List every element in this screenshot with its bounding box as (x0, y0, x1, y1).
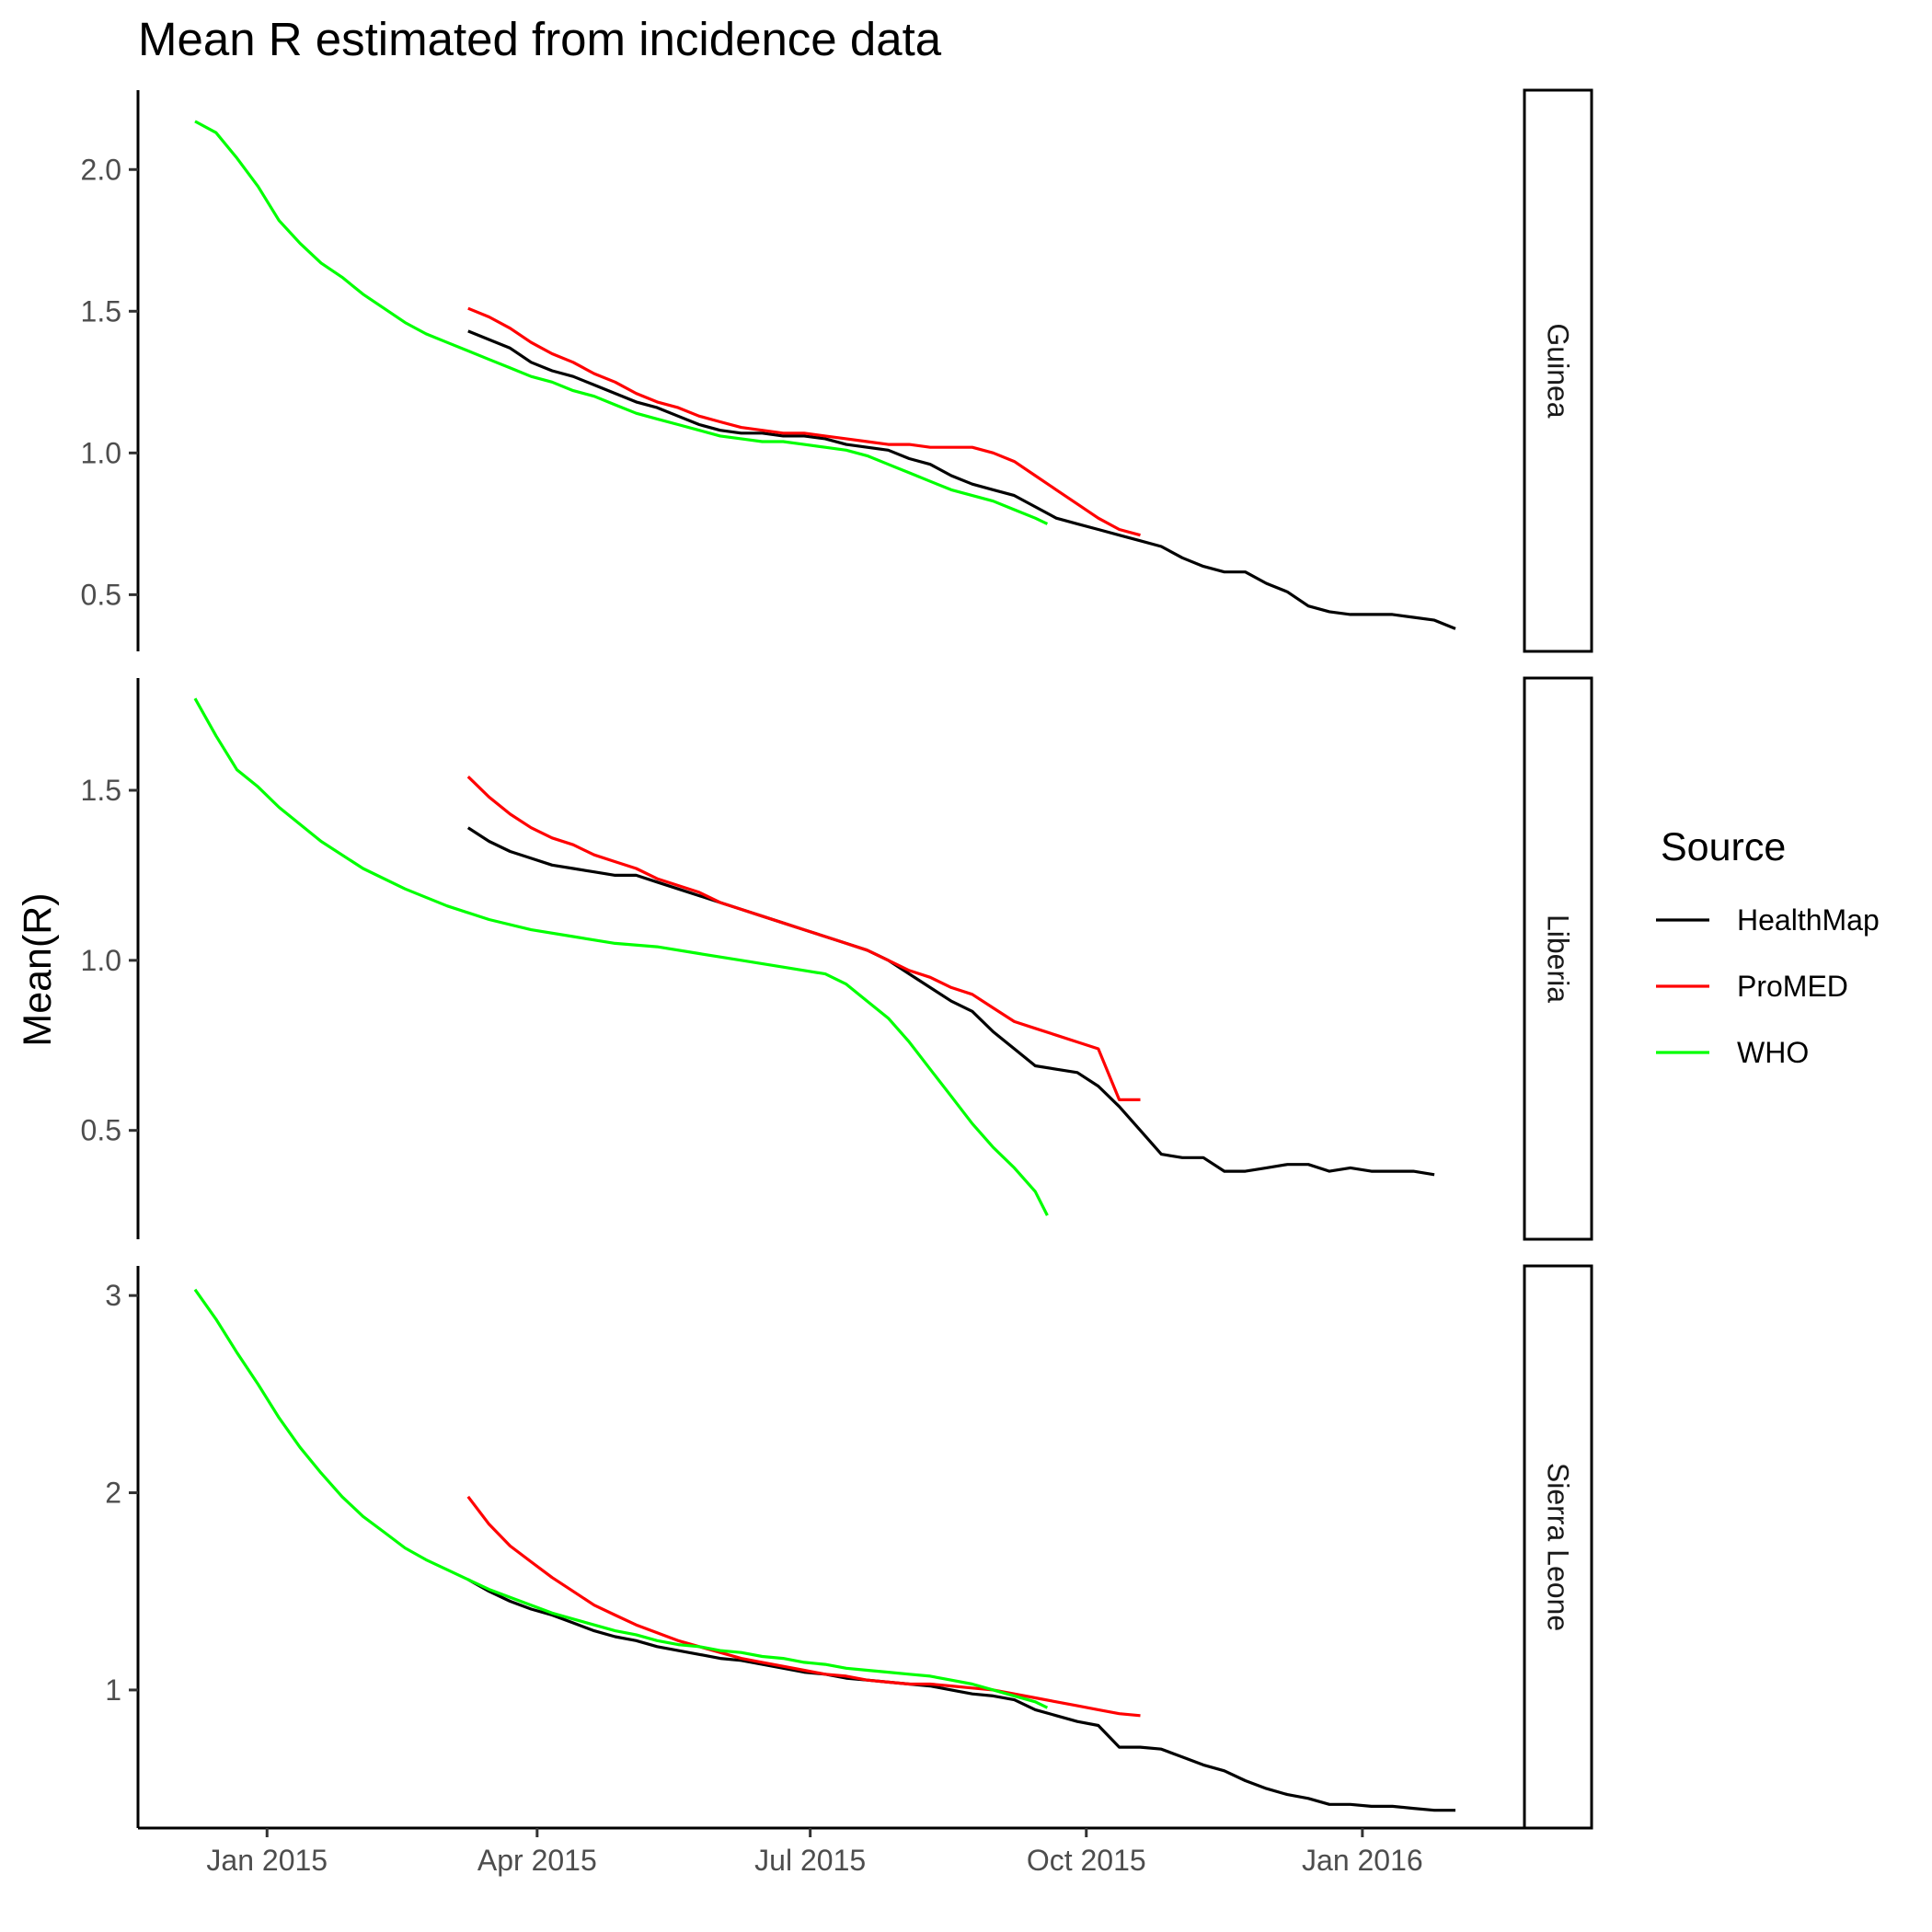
series-line-healthmap-guinea (467, 329, 1456, 630)
y-tick-label: 1.0 (81, 944, 121, 977)
series-line-promed-liberia (466, 776, 1141, 1101)
series-line-who-guinea (194, 120, 1049, 525)
facet-strip (1523, 88, 1593, 653)
facet-strip (1523, 676, 1593, 1241)
y-axis-title: Mean(R) (16, 892, 60, 1046)
x-axis: Jan 2015 Apr 2015 Jul 2015 Oct 2015 Jan 2016 (138, 1826, 1524, 1877)
y-tick-label: 1.0 (81, 436, 121, 469)
y-tick-label: 0.5 (81, 578, 121, 611)
y-tick-label: 1.5 (81, 774, 121, 807)
legend-title: Source (1661, 825, 1786, 869)
series-line-promed-sierra-leone (466, 1495, 1141, 1718)
legend-label-healthmap: HealthMap (1737, 903, 1880, 937)
y-tick-label: 2.0 (81, 153, 121, 186)
panel-guinea: 0.5 1.0 1.5 2.0 Guinea (81, 88, 1593, 653)
legend-label-who: WHO (1737, 1036, 1809, 1069)
series-line-who-sierra-leone (193, 1288, 1049, 1709)
x-tick-label: Oct 2015 (1027, 1844, 1146, 1877)
facet-panels: 0.5 1.0 1.5 2.0 Guinea 0.5 1.0 1.5 Liberia 1 2 3 Sie… (81, 88, 1593, 1830)
series-line-healthmap-liberia (466, 826, 1435, 1177)
chart-title: Mean R estimated from incidence data (138, 13, 942, 65)
series-line-promed-guinea (467, 306, 1141, 537)
panel-liberia: 0.5 1.0 1.5 Liberia (81, 676, 1593, 1241)
y-tick-label: 2 (105, 1477, 121, 1510)
panel-sierra-leone: 1 2 3 Sierra Leone (105, 1264, 1593, 1830)
series-line-who-liberia (193, 697, 1049, 1216)
x-tick-label: Jan 2016 (1302, 1844, 1423, 1877)
x-tick-label: Apr 2015 (477, 1844, 597, 1877)
facet-strip-label: Guinea (1542, 323, 1575, 418)
y-tick-label: 3 (105, 1279, 121, 1312)
facet-strip-label: Liberia (1542, 914, 1575, 1003)
facet-strip-label: Sierra Leone (1542, 1463, 1575, 1631)
y-tick-label: 1 (105, 1673, 121, 1707)
facet-strip (1523, 1264, 1593, 1830)
legend: Source HealthMap ProMED WHO (1656, 825, 1880, 1069)
x-tick-label: Jan 2015 (206, 1844, 328, 1877)
x-tick-label: Jul 2015 (754, 1844, 866, 1877)
y-tick-label: 0.5 (81, 1114, 121, 1147)
series-line-healthmap-sierra-leone (467, 1578, 1455, 1812)
legend-label-promed: ProMED (1737, 970, 1848, 1003)
y-tick-label: 1.5 (81, 294, 121, 328)
